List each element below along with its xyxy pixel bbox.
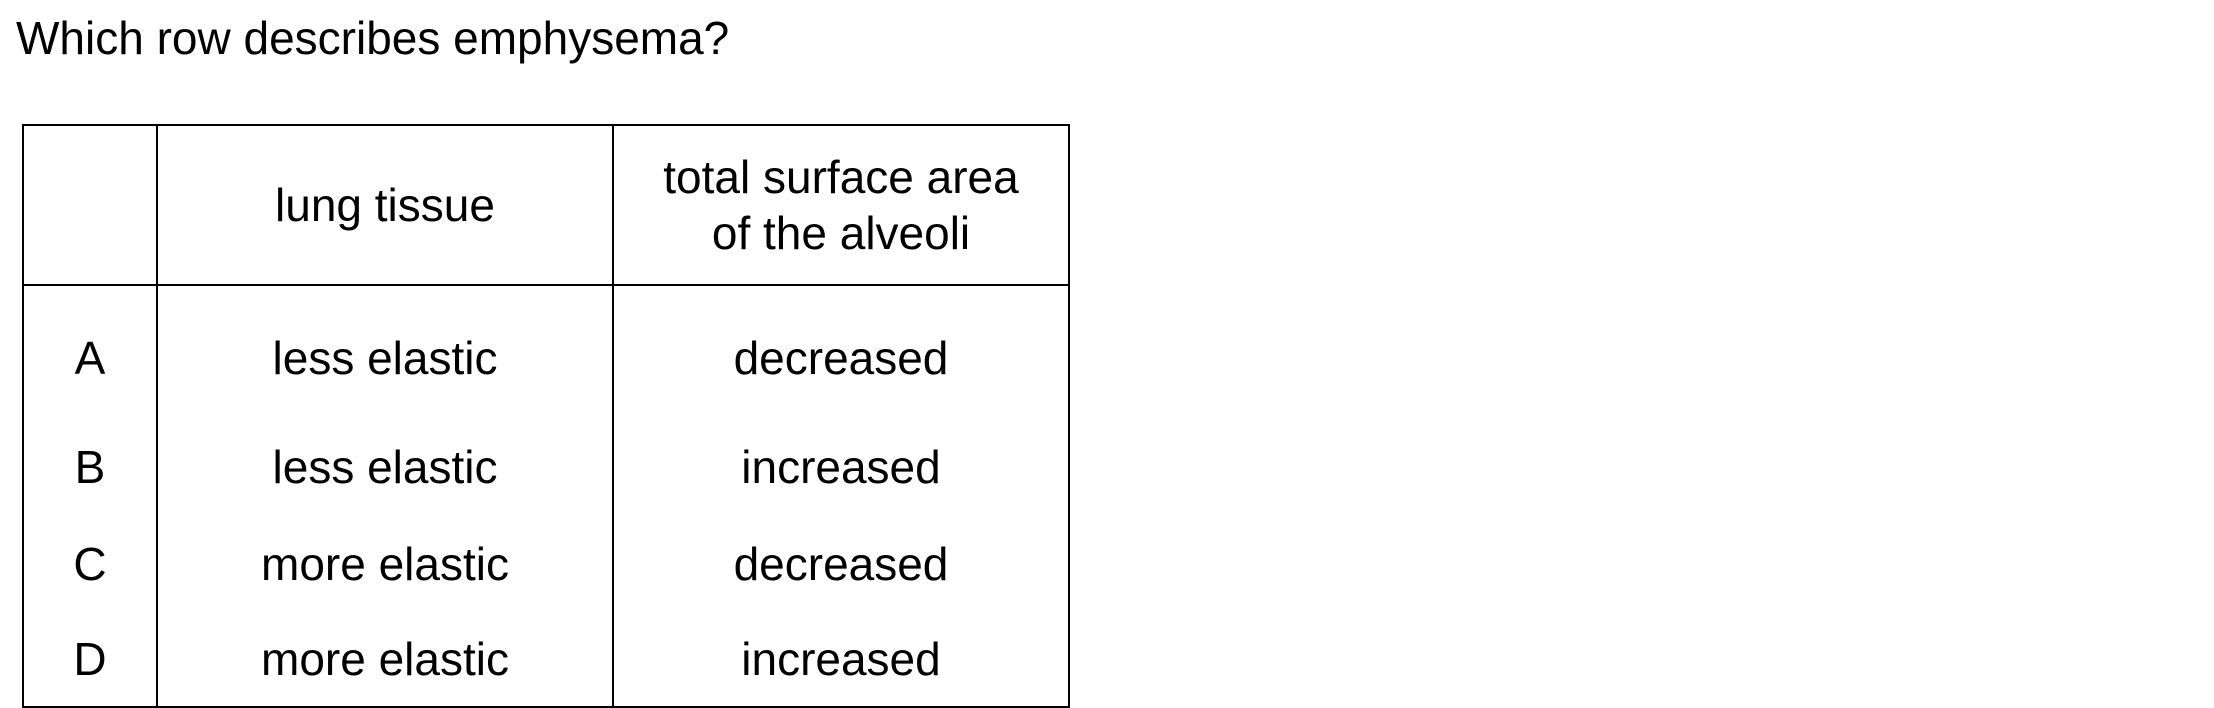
table-row-c: C more elastic decreased	[22, 515, 1070, 612]
row-surface-area: increased	[612, 612, 1070, 708]
table-header-row: lung tissue total surface area of the al…	[22, 124, 1070, 286]
answer-table: lung tissue total surface area of the al…	[22, 124, 1070, 708]
table-row-b: B less elastic increased	[22, 418, 1070, 515]
row-surface-area: increased	[612, 418, 1070, 515]
header-key	[22, 124, 158, 286]
table-row-d: D more elastic increased	[22, 612, 1070, 708]
row-key: B	[22, 418, 158, 515]
header-surface-area: total surface area of the alveoli	[612, 124, 1070, 286]
row-key: A	[22, 285, 158, 418]
row-surface-area: decreased	[612, 515, 1070, 612]
header-surface-area-line1: total surface area	[663, 151, 1019, 203]
question-text: Which row describes emphysema?	[16, 12, 730, 64]
row-lung-tissue: more elastic	[156, 612, 614, 708]
header-lung-tissue: lung tissue	[156, 124, 614, 286]
row-key: D	[22, 612, 158, 708]
row-surface-area: decreased	[612, 285, 1070, 418]
row-lung-tissue: more elastic	[156, 515, 614, 612]
table-row-a: A less elastic decreased	[22, 285, 1070, 418]
row-key: C	[22, 515, 158, 612]
row-lung-tissue: less elastic	[156, 285, 614, 418]
header-surface-area-line2: of the alveoli	[711, 207, 971, 259]
row-lung-tissue: less elastic	[156, 418, 614, 515]
